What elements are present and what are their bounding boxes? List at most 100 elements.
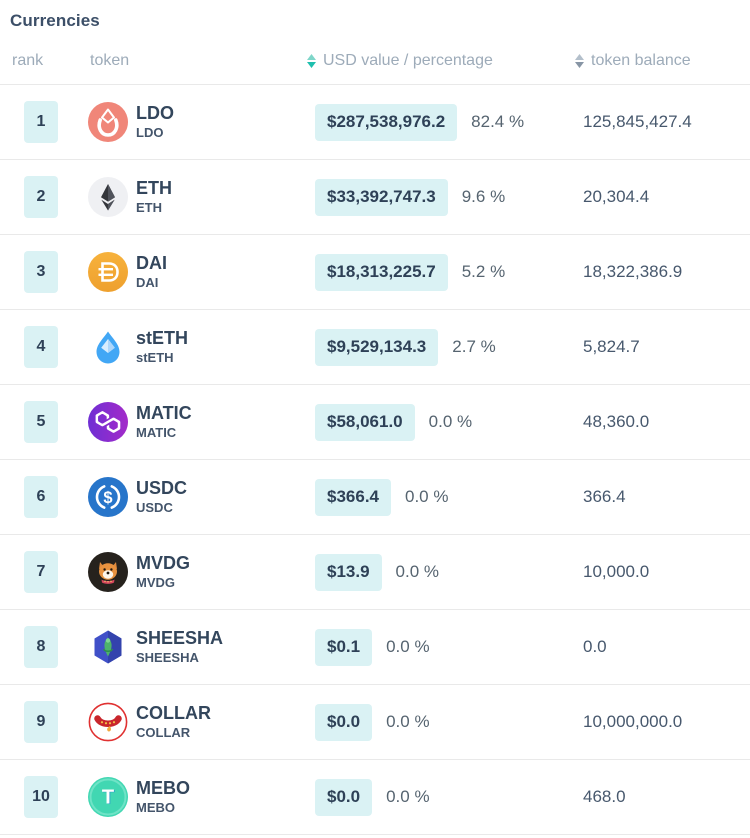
balance-cell: 10,000.0	[583, 562, 750, 582]
rank-cell: 7	[0, 551, 88, 593]
usd-cell: $287,538,976.2 82.4 %	[307, 103, 575, 141]
table-row: 1 LDO LDO $287,538,976.2 82.4 % 125,845,…	[0, 85, 750, 160]
token-balance-value: 366.4	[583, 487, 626, 506]
ldo-token-icon	[88, 102, 128, 142]
percentage-value: 0.0 %	[395, 562, 440, 581]
token-balance-value: 20,304.4	[583, 187, 650, 206]
token-balance-value: 0.0	[583, 637, 607, 656]
rank-cell: 9	[0, 701, 88, 743]
usd-cell: $33,392,747.3 9.6 %	[307, 178, 575, 216]
column-header-balance-sort[interactable]: token balance	[575, 52, 750, 70]
balance-cell: 366.4	[583, 487, 750, 507]
token-symbol: USDC	[136, 478, 188, 499]
token-balance-value: 10,000,000.0	[583, 712, 683, 731]
currencies-table-body: 1 LDO LDO $287,538,976.2 82.4 % 125,845,…	[0, 85, 750, 835]
token-subtitle: COLLAR	[136, 724, 191, 740]
table-row: 4 stETH stETH $9,529,134.3 2.7 % 5,824.7	[0, 310, 750, 385]
svg-text:T: T	[103, 787, 115, 809]
matic-token-icon	[88, 402, 128, 442]
token-name-block: DAI DAI	[136, 253, 167, 291]
token-symbol: MEBO	[136, 778, 190, 799]
percentage-value: 0.0 %	[386, 787, 430, 806]
steth-token-icon	[88, 327, 128, 367]
rank-cell: 4	[0, 326, 88, 368]
percentage-value: 9.6 %	[461, 187, 506, 206]
percentage-value: 0.0 %	[405, 487, 449, 506]
rank-cell: 2	[0, 176, 88, 218]
token-balance-value: 125,845,427.4	[583, 112, 692, 131]
rank-badge: 6	[24, 476, 58, 518]
usd-cell: $366.4 0.0 %	[307, 478, 575, 516]
token-balance-value: 5,824.7	[583, 337, 640, 356]
token-symbol: stETH	[136, 328, 189, 349]
usd-value-badge: $0.1	[315, 628, 373, 666]
table-header-row: rank token USD value / percentage token …	[0, 31, 750, 85]
token-name-block: SHEESHA SHEESHA	[136, 628, 223, 666]
token-subtitle: LDO	[136, 124, 164, 140]
token-symbol: SHEESHA	[136, 628, 224, 649]
table-row: 7 MVDG MVDG $13.9 0.0 % 10,000.0	[0, 535, 750, 610]
sheesha-token-icon	[88, 627, 128, 667]
table-row: 9 COLLAR COLLAR $0.0 0.0 % 10,000,000.0	[0, 685, 750, 760]
token-cell: ETH ETH	[88, 177, 307, 217]
usd-value-badge: $287,538,976.2	[315, 103, 458, 141]
rank-cell: 5	[0, 401, 88, 443]
column-header-usd-sort[interactable]: USD value / percentage	[307, 52, 575, 70]
usd-cell: $0.1 0.0 %	[307, 628, 575, 666]
balance-cell: 468.0	[583, 787, 750, 807]
usd-value-badge: $58,061.0	[315, 403, 415, 441]
usd-value-badge: $33,392,747.3	[315, 178, 448, 216]
usd-cell: $0.0 0.0 %	[307, 703, 575, 741]
usd-cell: $13.9 0.0 %	[307, 553, 575, 591]
rank-badge: 5	[24, 401, 58, 443]
token-name-block: MVDG MVDG	[136, 553, 190, 591]
rank-cell: 3	[0, 251, 88, 293]
token-name-block: MEBO MEBO	[136, 778, 190, 816]
table-row: 2 ETH ETH $33,392,747.3 9.6 % 20,304.4	[0, 160, 750, 235]
dai-token-icon	[88, 252, 128, 292]
balance-cell: 5,824.7	[583, 337, 750, 357]
rank-cell: 1	[0, 101, 88, 143]
token-subtitle: MATIC	[136, 424, 177, 440]
column-header-rank: rank	[12, 51, 44, 69]
usd-cell: $0.0 0.0 %	[307, 778, 575, 816]
token-subtitle: MVDG	[136, 574, 175, 590]
token-name-block: USDC USDC	[136, 478, 187, 516]
sort-arrows-icon-active	[307, 53, 316, 68]
token-name-block: stETH stETH	[136, 328, 188, 366]
balance-cell: 125,845,427.4	[583, 112, 750, 132]
rank-cell: 10	[0, 776, 88, 818]
usd-value-badge: $0.0	[315, 778, 373, 816]
sort-arrows-icon-inactive	[575, 53, 584, 68]
percentage-value: 2.7 %	[452, 337, 496, 356]
balance-cell: 10,000,000.0	[583, 712, 750, 732]
usd-cell: $9,529,134.3 2.7 %	[307, 328, 575, 366]
percentage-value: 82.4 %	[471, 112, 525, 131]
balance-cell: 0.0	[583, 637, 750, 657]
token-subtitle: MEBO	[136, 799, 175, 815]
panel-title: Currencies	[10, 11, 100, 30]
token-name-block: MATIC MATIC	[136, 403, 192, 441]
usd-value-badge: $0.0	[315, 703, 373, 741]
rank-badge: 10	[24, 776, 58, 818]
svg-text:T: T	[102, 787, 114, 809]
percentage-value: 0.0 %	[386, 637, 430, 656]
token-name-block: LDO LDO	[136, 103, 174, 141]
rank-badge: 7	[24, 551, 58, 593]
percentage-value: 5.2 %	[461, 262, 506, 281]
usd-value-badge: $13.9	[315, 553, 382, 591]
token-balance-value: 18,322,386.9	[583, 262, 683, 281]
token-cell: DAI DAI	[88, 252, 307, 292]
token-subtitle: DAI	[136, 274, 159, 290]
token-symbol: ETH	[136, 178, 172, 199]
usd-cell: $18,313,225.7 5.2 %	[307, 253, 575, 291]
token-cell: SHEESHA SHEESHA	[88, 627, 307, 667]
table-row: 8 SHEESHA SHEESHA $0.1 0.0 % 0.0	[0, 610, 750, 685]
collar-token-icon	[88, 702, 128, 742]
token-subtitle: USDC	[136, 499, 173, 515]
rank-badge: 3	[24, 251, 58, 293]
